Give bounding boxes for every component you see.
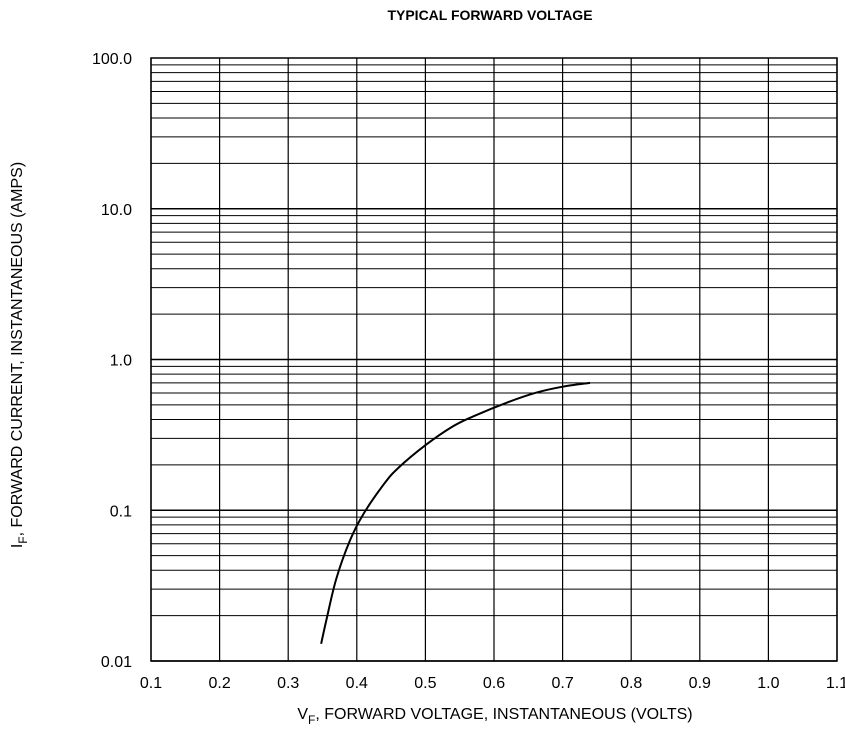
y-tick-label: 100.0 (92, 51, 132, 68)
y-axis-label: IF, FORWARD CURRENT, INSTANTANEOUS (AMPS… (9, 162, 30, 548)
forward-voltage-curve (320, 381, 591, 645)
x-tick-label: 0.2 (208, 675, 230, 692)
chart-title: TYPICAL FORWARD VOLTAGE (387, 7, 592, 23)
x-axis-subscript: F (308, 713, 315, 727)
x-axis-text: , FORWARD VOLTAGE, INSTANTANEOUS (VOLTS) (315, 706, 692, 723)
x-tick-label: 0.9 (689, 675, 711, 692)
x-tick-label: 0.6 (483, 675, 505, 692)
y-tick-label: 0.1 (110, 503, 132, 520)
x-axis-label: VF, FORWARD VOLTAGE, INSTANTANEOUS (VOLT… (297, 706, 692, 727)
x-tick-label: 1.1 (826, 675, 845, 692)
x-axis-symbol: V (297, 706, 308, 723)
curve-layer (320, 381, 591, 645)
y-tick-label: 10.0 (101, 202, 132, 219)
y-tick-labels: 0.01 0.1 1.0 10.0 100.0 (92, 51, 132, 671)
y-axis-subscript: F (16, 536, 30, 543)
x-tick-label: 0.4 (346, 675, 368, 692)
x-tick-labels: 0.1 0.2 0.3 0.4 0.5 0.6 0.7 0.8 0.9 1.0 1.1 (140, 675, 845, 692)
y-tick-label: 1.0 (110, 353, 132, 370)
x-tick-label: 0.5 (414, 675, 436, 692)
grid (150, 58, 838, 662)
x-tick-label: 0.7 (551, 675, 573, 692)
y-axis-text: , FORWARD CURRENT, INSTANTANEOUS (AMPS) (9, 162, 26, 537)
x-tick-label: 1.0 (757, 675, 779, 692)
x-tick-label: 0.3 (277, 675, 299, 692)
x-tick-label: 0.8 (620, 675, 642, 692)
y-tick-label: 0.01 (101, 654, 132, 671)
plot-frame (150, 57, 838, 662)
y-axis-symbol: I (9, 544, 26, 548)
x-tick-label: 0.1 (140, 675, 162, 692)
